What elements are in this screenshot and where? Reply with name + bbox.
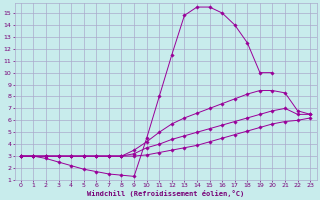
X-axis label: Windchill (Refroidissement éolien,°C): Windchill (Refroidissement éolien,°C) (87, 190, 244, 197)
